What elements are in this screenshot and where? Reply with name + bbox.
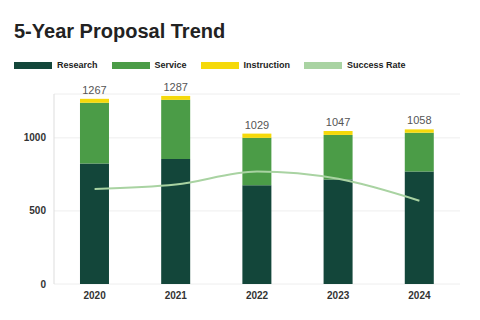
html-text:Instruction: Instruction [243,60,291,70]
svg-text:0: 0 [40,279,46,290]
svg-text:1058: 1058 [407,114,431,126]
svg-text:2021: 2021 [165,290,188,301]
html-text:Service: Service [154,60,187,70]
svg-text:1287: 1287 [163,81,187,93]
svg-text:1047: 1047 [326,116,350,128]
svg-text:2022: 2022 [246,290,269,301]
svg-text:1267: 1267 [82,84,106,96]
svg-text:1029: 1029 [245,119,269,131]
svg-text:2020: 2020 [83,290,106,301]
html-text:5-Year Proposal Trend: 5-Year Proposal Trend [14,20,226,42]
html-text:Research: Research [57,60,98,70]
svg-text:2023: 2023 [327,290,350,301]
html-text:Success Rate: Success Rate [347,60,406,70]
svg-text:1000: 1000 [24,132,47,143]
svg-text:2024: 2024 [408,290,431,301]
svg-text:500: 500 [29,205,46,216]
